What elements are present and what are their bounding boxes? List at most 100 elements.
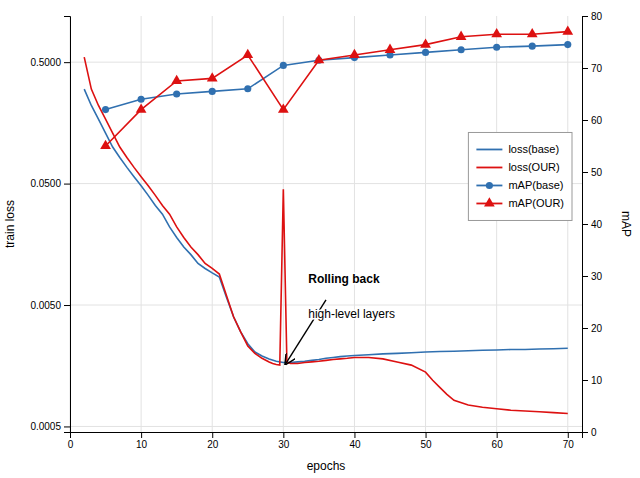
tick: 70 [563,432,575,450]
tick-label: 60 [492,439,504,450]
point [420,38,431,47]
tick-label: 70 [591,63,603,74]
point [280,62,287,69]
tick: 0 [582,427,597,438]
grid-line [567,16,568,432]
grid-line [141,16,142,432]
point [456,31,467,40]
legend: loss(base)loss(OUR)mAP(base)mAP(OUR) [468,132,572,220]
grid-line [425,16,426,432]
y2-axis-title: mAP [619,211,633,237]
y-axis: 0.0005 0.0050 0.0500 0.5000 [30,17,70,433]
tick-label: 70 [563,439,575,450]
tick-mark [497,432,498,438]
point [564,41,571,48]
tick: 30 [582,271,603,282]
series-line [84,89,568,362]
x-axis-line [71,433,583,439]
legend-marker [486,182,493,189]
legend-label: loss(base) [508,143,559,155]
point [493,44,500,51]
tick-mark [582,224,588,225]
tick-mark [64,426,70,427]
point [207,72,218,81]
tick-label: 40 [591,219,603,230]
tick-label: 50 [420,439,432,450]
point [314,54,325,63]
tick-mark [354,432,355,438]
grid-line [70,305,582,306]
point [173,90,180,97]
tick-mark [582,172,588,173]
tick-mark [141,432,142,438]
point [244,85,251,92]
tick-mark [568,432,569,438]
point [136,103,147,112]
tick-label: 50 [591,167,603,178]
point [385,44,396,53]
point [100,140,111,149]
annotation: Rolling back [308,272,380,286]
point [562,25,573,34]
chart: 0102030405060700.00050.00500.05000.50000… [0,0,640,478]
tick-mark [582,328,588,329]
tick-mark [582,432,588,433]
tick-mark [582,120,588,121]
tick-label: 80 [591,11,603,22]
annotation: high-level layers [308,307,395,321]
tick-label: 30 [278,439,290,450]
tick: 50 [420,432,432,450]
point [209,88,216,95]
tick-mark [582,276,588,277]
plot: 0102030405060700.00050.00500.05000.50000… [3,11,633,473]
point [138,96,145,103]
grid-line [496,16,497,432]
tick-label: 60 [591,115,603,126]
x-axis: 0 10 20 30 40 50 60 70 [68,432,583,450]
tick-label: 0.0005 [30,421,61,432]
tick-mark [426,432,427,438]
legend-label: loss(OUR) [508,161,559,173]
tick: 60 [582,115,603,126]
y2-axis-line [583,17,589,433]
tick-label: 0.5000 [30,57,61,68]
marks [84,25,573,413]
grid [70,16,582,432]
legend-box [468,132,572,220]
tick: 40 [582,219,603,230]
y-axis-title: train loss [3,200,17,248]
tick-mark [582,380,588,381]
tick-mark [64,184,70,185]
tick: 30 [278,432,290,450]
tick: 40 [349,432,361,450]
series-line [106,32,568,146]
legend-label: mAP(OUR) [508,197,564,209]
tick: 20 [207,432,219,450]
point [242,49,253,58]
y2-axis: 01020304050607080 [582,11,603,438]
tick-label: 10 [136,439,148,450]
point [349,49,360,58]
point [458,46,465,53]
tick-label: 20 [591,323,603,334]
grid-line [70,426,582,427]
tick: 0 [68,432,74,450]
tick: 60 [492,432,504,450]
point [102,106,109,113]
x-axis-title: epochs [307,459,346,473]
tick-label: 20 [207,439,219,450]
tick-mark [582,16,588,17]
tick-mark [582,68,588,69]
tick-label: 0.0050 [30,300,61,311]
tick: 0.0500 [30,178,70,189]
tick: 20 [582,323,603,334]
tick-label: 0 [68,439,74,450]
tick: 0.0005 [30,421,70,432]
tick: 50 [582,167,603,178]
legend-marker [484,197,495,206]
y-axis-line [64,17,71,433]
point [529,43,536,50]
legend-swatch [476,149,502,151]
point [278,103,289,112]
tick-label: 30 [591,271,603,282]
